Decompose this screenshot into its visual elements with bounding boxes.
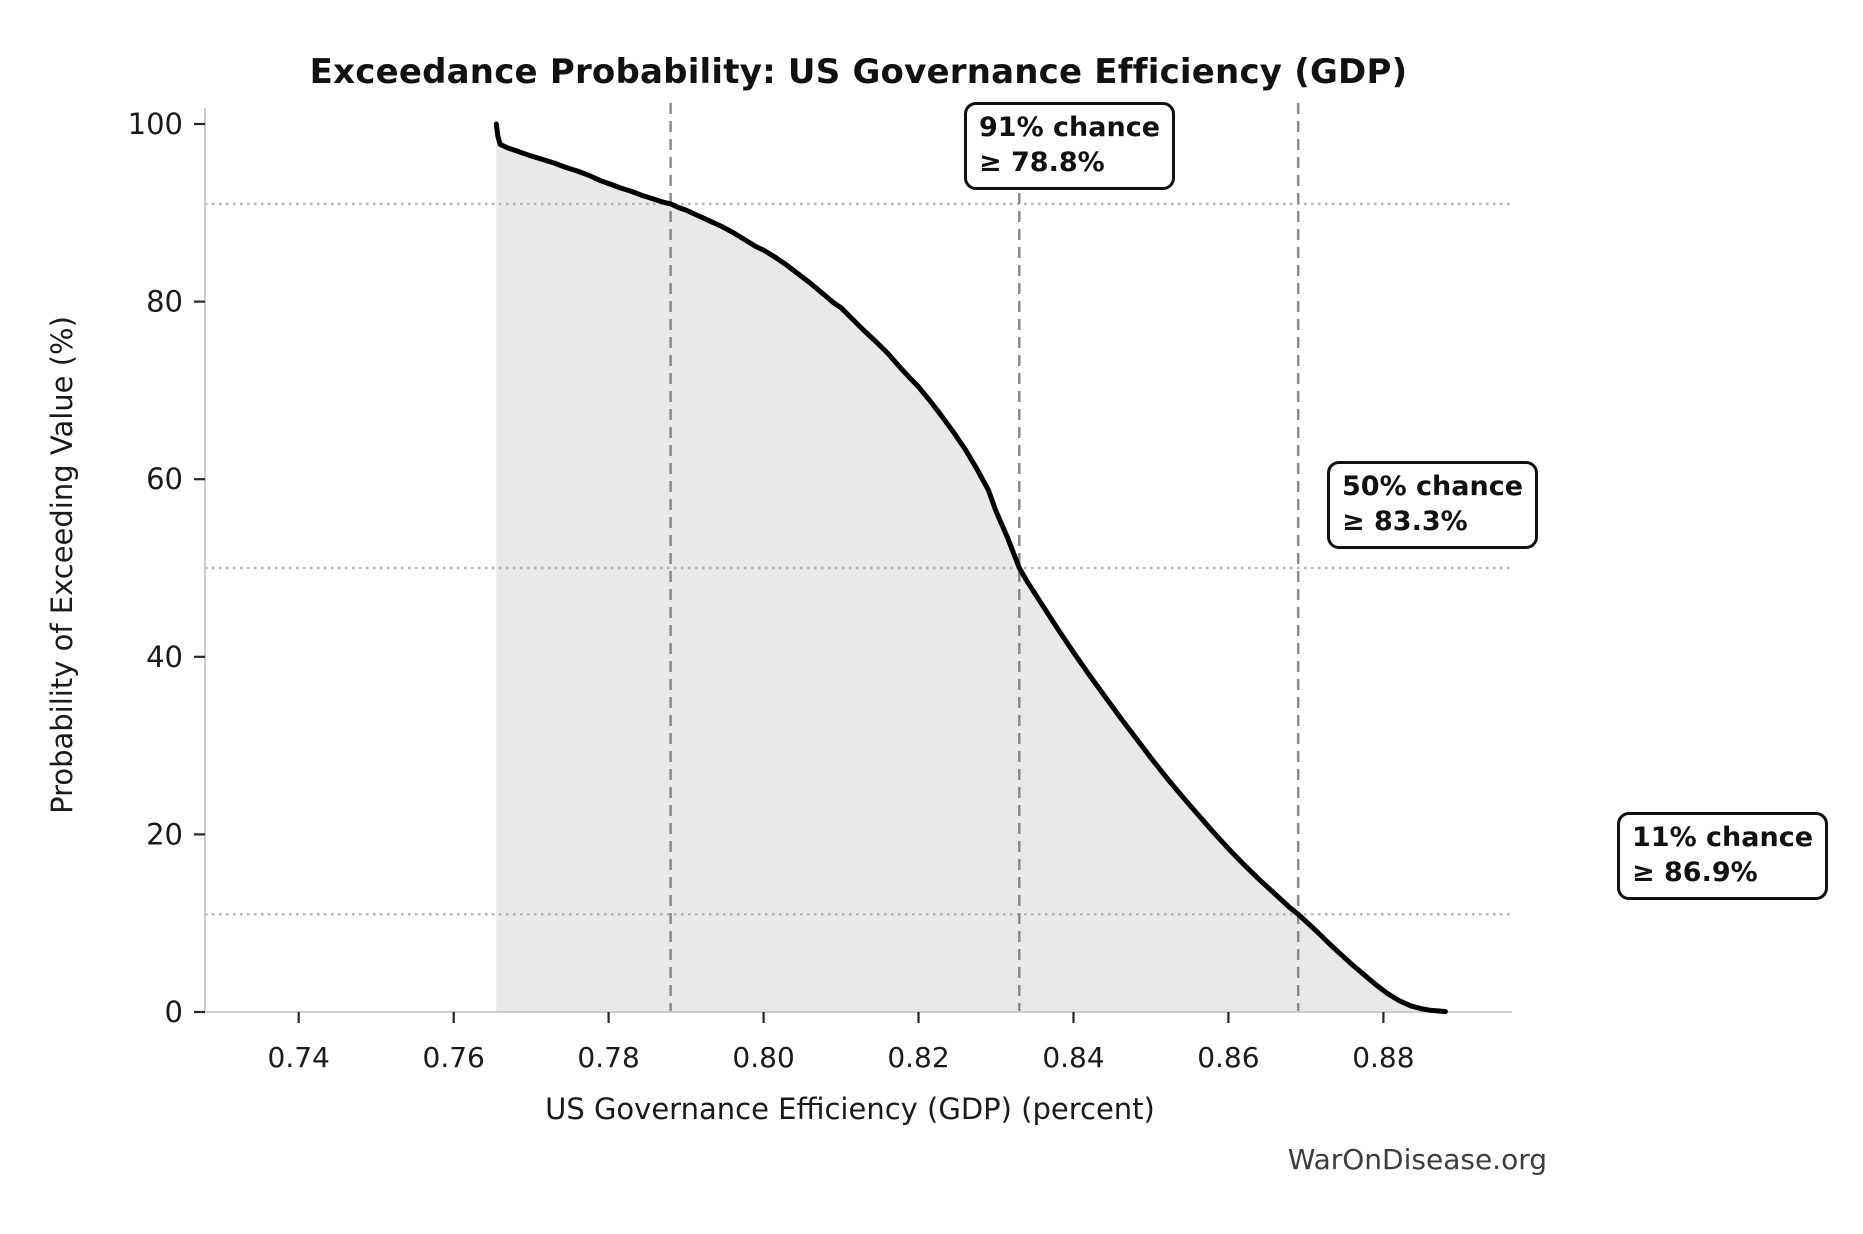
watermark: WarOnDisease.org: [1287, 1143, 1547, 1176]
annotation-box-50pct: 50% chance ≥ 83.3%: [1327, 461, 1539, 550]
x-tick-label: 0.84: [1042, 1041, 1104, 1074]
page-title: Exceedance Probability: US Governance Ef…: [309, 52, 1408, 92]
y-tick-label: 60: [146, 462, 183, 496]
x-tick-label: 0.88: [1352, 1041, 1414, 1074]
y-tick-label: 80: [146, 285, 183, 319]
annotation-line-2: ≥ 83.3%: [1342, 506, 1468, 538]
x-axis-label: US Governance Efficiency (GDP) (percent): [545, 1092, 1155, 1126]
annotation-box-11pct: 11% chance ≥ 86.9%: [1617, 812, 1829, 901]
y-axis-label: Probability of Exceeding Value (%): [45, 316, 79, 814]
annotation-line-2: ≥ 86.9%: [1632, 857, 1758, 889]
annotation-line-1: 11% chance: [1632, 822, 1814, 853]
y-tick-label: 40: [146, 640, 183, 674]
annotation-line-1: 50% chance: [1342, 471, 1524, 502]
x-tick-label: 0.76: [423, 1041, 485, 1074]
y-tick-label: 100: [128, 107, 183, 141]
area-fill: [496, 124, 1446, 1012]
annotation-line-1: 91% chance: [979, 112, 1161, 143]
x-tick-label: 0.74: [268, 1041, 330, 1074]
exceedance-curve: [493, 121, 1448, 1015]
annotation-box-91pct: 91% chance ≥ 78.8%: [964, 102, 1176, 191]
y-tick-label: 0: [165, 995, 183, 1029]
x-tick-label: 0.86: [1197, 1041, 1259, 1074]
x-tick-label: 0.80: [732, 1041, 794, 1074]
x-tick-label: 0.78: [577, 1041, 639, 1074]
y-tick-label: 20: [146, 817, 183, 851]
annotation-line-2: ≥ 78.8%: [979, 147, 1105, 179]
x-tick-label: 0.82: [887, 1041, 949, 1074]
